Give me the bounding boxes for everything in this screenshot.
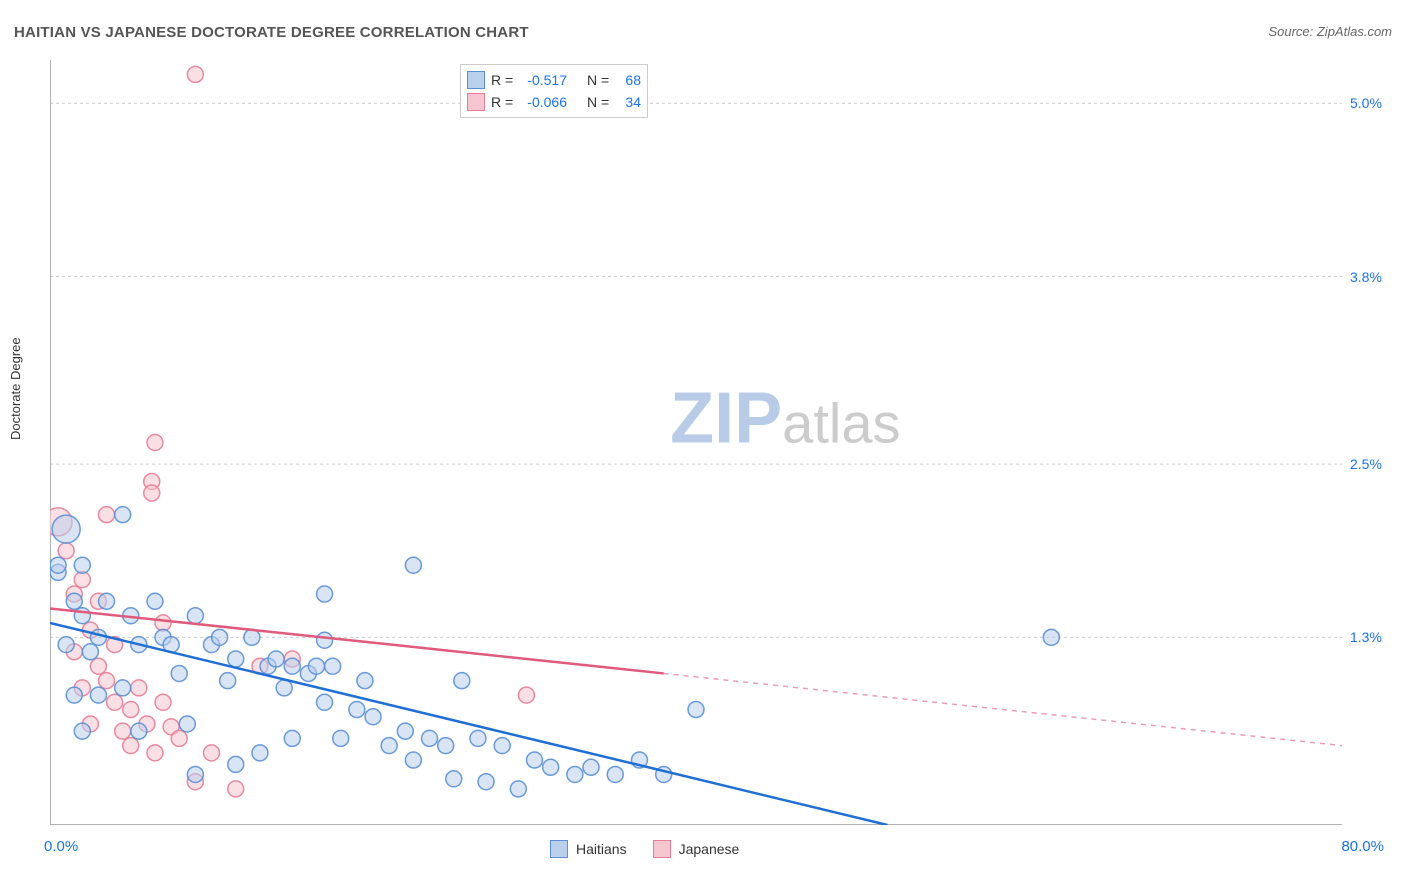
legend-swatch-icon: [467, 93, 485, 111]
legend-swatch-icon: [467, 71, 485, 89]
y-tick-label: 5.0%: [1350, 95, 1382, 111]
stats-row: R = -0.066 N = 34: [467, 91, 641, 113]
y-axis-label: Doctorate Degree: [8, 337, 23, 440]
y-tick-label: 3.8%: [1350, 269, 1382, 285]
r-label: R =: [491, 72, 515, 88]
series-legend: Haitians Japanese: [550, 840, 757, 858]
legend-label: Japanese: [679, 841, 740, 857]
stats-row: R = -0.517 N = 68: [467, 69, 641, 91]
n-label: N =: [587, 72, 611, 88]
chart-svg: ZIPatlas: [50, 60, 1342, 825]
n-value: 68: [617, 72, 641, 88]
x-axis-max-label: 80.0%: [1341, 838, 1384, 855]
watermark: ZIPatlas: [670, 379, 900, 459]
n-value: 34: [617, 94, 641, 110]
r-value: -0.517: [521, 72, 567, 88]
correlation-stats-box: R = -0.517 N = 68 R = -0.066 N = 34: [460, 64, 648, 118]
y-tick-label: 2.5%: [1350, 456, 1382, 472]
plot-area: ZIPatlas: [50, 60, 1342, 825]
legend-label: Haitians: [576, 841, 627, 857]
n-label: N =: [587, 94, 611, 110]
x-axis-min-label: 0.0%: [44, 838, 78, 855]
y-tick-label: 1.3%: [1350, 629, 1382, 645]
legend-swatch-icon: [550, 840, 568, 858]
source-attribution: Source: ZipAtlas.com: [1268, 24, 1392, 39]
chart-title: HAITIAN VS JAPANESE DOCTORATE DEGREE COR…: [14, 24, 529, 41]
legend-swatch-icon: [653, 840, 671, 858]
r-value: -0.066: [521, 94, 567, 110]
r-label: R =: [491, 94, 515, 110]
